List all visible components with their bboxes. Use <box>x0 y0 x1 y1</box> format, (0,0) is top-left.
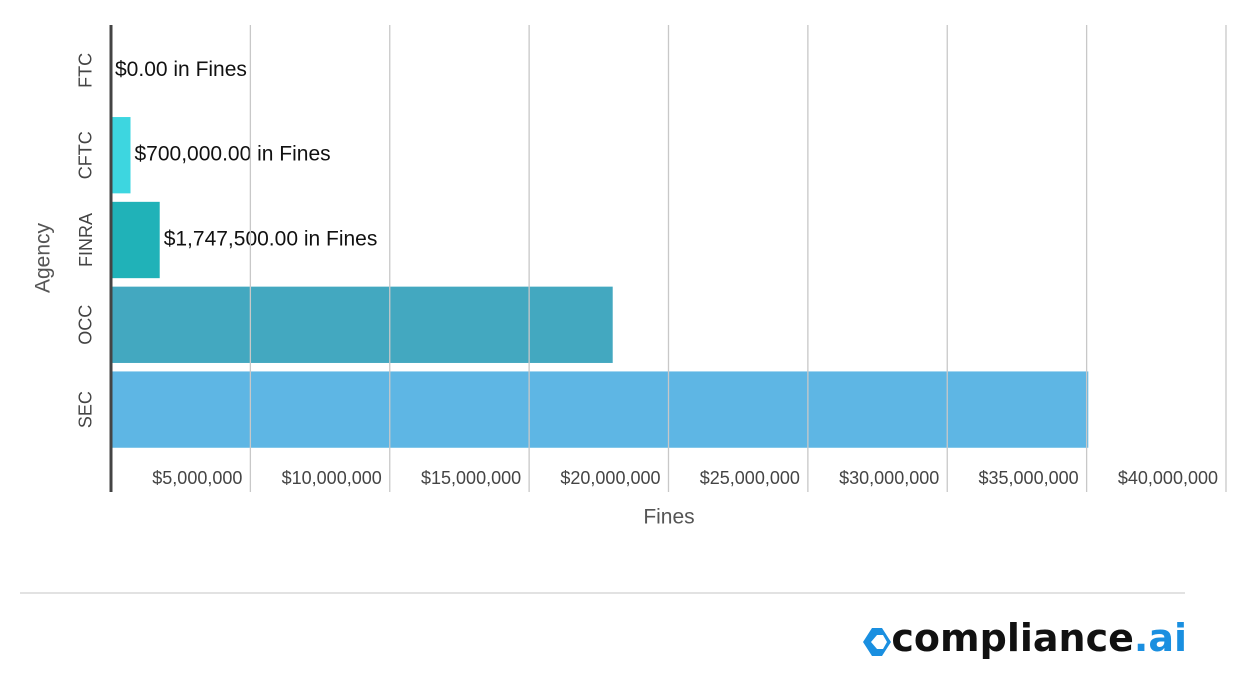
value-label: $0.00 in Fines <box>115 58 247 81</box>
y-tick-label: SEC <box>76 391 96 428</box>
logo-text: compliance.ai <box>891 616 1187 660</box>
value-label: $700,000.00 in Fines <box>135 143 331 166</box>
y-tick-label: FTC <box>76 53 96 88</box>
logo-icon <box>863 628 891 656</box>
bar <box>111 201 160 279</box>
bar <box>111 371 1089 448</box>
y-tick-label: OCC <box>76 305 96 345</box>
x-axis-label: Fines <box>643 506 694 529</box>
y-tick-label: FINRA <box>76 213 96 267</box>
x-tick-label: $15,000,000 <box>421 468 521 488</box>
logo-name: compliance <box>891 616 1133 660</box>
logo-suffix: .ai <box>1134 616 1187 660</box>
y-tick-label: CFTC <box>76 131 96 179</box>
bar <box>111 117 131 194</box>
y-axis-label: Agency <box>32 222 55 293</box>
bar <box>111 286 613 363</box>
x-tick-label: $20,000,000 <box>560 468 660 488</box>
x-tick-label: $10,000,000 <box>282 468 382 488</box>
value-label: $1,747,500.00 in Fines <box>164 228 378 251</box>
x-tick-label: $35,000,000 <box>979 468 1079 488</box>
logo: compliance.ai <box>863 616 1187 660</box>
x-tick-label: $25,000,000 <box>700 468 800 488</box>
x-tick-label: $5,000,000 <box>152 468 242 488</box>
x-tick-label: $30,000,000 <box>839 468 939 488</box>
x-tick-label: $40,000,000 <box>1118 468 1218 488</box>
